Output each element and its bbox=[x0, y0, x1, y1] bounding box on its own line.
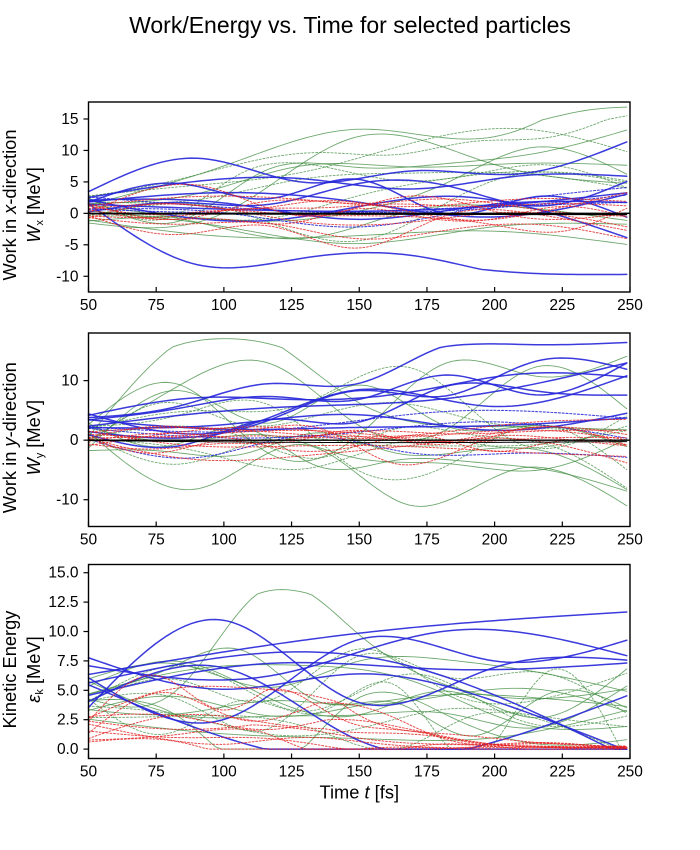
svg-text:-10: -10 bbox=[56, 268, 79, 285]
svg-text:0: 0 bbox=[70, 205, 79, 222]
svg-text:Kinetic Energy: Kinetic Energy bbox=[0, 610, 20, 729]
svg-text:175: 175 bbox=[414, 297, 440, 314]
svg-text:125: 125 bbox=[279, 764, 305, 781]
svg-text:Wx [MeV]: Wx [MeV] bbox=[23, 167, 46, 243]
svg-text:2.5: 2.5 bbox=[57, 712, 79, 729]
svg-text:Work in y-direction: Work in y-direction bbox=[0, 362, 20, 513]
svg-text:75: 75 bbox=[148, 532, 165, 549]
svg-text:75: 75 bbox=[148, 297, 165, 314]
svg-text:Wy [MeV]: Wy [MeV] bbox=[23, 400, 46, 476]
svg-text:225: 225 bbox=[549, 532, 575, 549]
svg-text:175: 175 bbox=[414, 532, 440, 549]
svg-text:5.0: 5.0 bbox=[57, 682, 79, 699]
svg-text:7.5: 7.5 bbox=[57, 653, 79, 670]
svg-text:75: 75 bbox=[148, 764, 165, 781]
svg-text:50: 50 bbox=[80, 297, 98, 314]
svg-text:10.0: 10.0 bbox=[48, 624, 79, 641]
svg-text:100: 100 bbox=[211, 532, 237, 549]
svg-text:225: 225 bbox=[549, 764, 575, 781]
svg-text:100: 100 bbox=[211, 764, 237, 781]
svg-text:5: 5 bbox=[70, 174, 79, 191]
svg-text:150: 150 bbox=[346, 532, 372, 549]
svg-text:250: 250 bbox=[617, 764, 643, 781]
svg-text:150: 150 bbox=[346, 297, 372, 314]
svg-text:200: 200 bbox=[482, 764, 508, 781]
svg-text:10: 10 bbox=[61, 373, 79, 390]
svg-text:225: 225 bbox=[549, 297, 575, 314]
svg-text:125: 125 bbox=[279, 532, 305, 549]
svg-text:150: 150 bbox=[346, 764, 372, 781]
svg-text:0: 0 bbox=[70, 432, 79, 449]
svg-text:175: 175 bbox=[414, 764, 440, 781]
svg-text:15: 15 bbox=[61, 111, 78, 128]
svg-text:250: 250 bbox=[617, 532, 643, 549]
svg-text:125: 125 bbox=[279, 297, 305, 314]
svg-text:200: 200 bbox=[482, 297, 508, 314]
svg-text:200: 200 bbox=[482, 532, 508, 549]
svg-text:15.0: 15.0 bbox=[48, 565, 79, 582]
svg-text:100: 100 bbox=[211, 297, 237, 314]
svg-text:-10: -10 bbox=[56, 492, 79, 509]
svg-text:50: 50 bbox=[80, 764, 98, 781]
svg-text:12.5: 12.5 bbox=[48, 594, 78, 611]
svg-text:10: 10 bbox=[61, 142, 79, 159]
svg-text:50: 50 bbox=[80, 532, 98, 549]
svg-text:250: 250 bbox=[617, 297, 643, 314]
svg-text:-5: -5 bbox=[65, 237, 79, 254]
svg-text:εk [MeV]: εk [MeV] bbox=[23, 636, 46, 702]
svg-text:0.0: 0.0 bbox=[57, 741, 79, 758]
svg-text:Work in x-direction: Work in x-direction bbox=[0, 129, 20, 280]
svg-text:Time t [fs]: Time t [fs] bbox=[319, 782, 399, 803]
